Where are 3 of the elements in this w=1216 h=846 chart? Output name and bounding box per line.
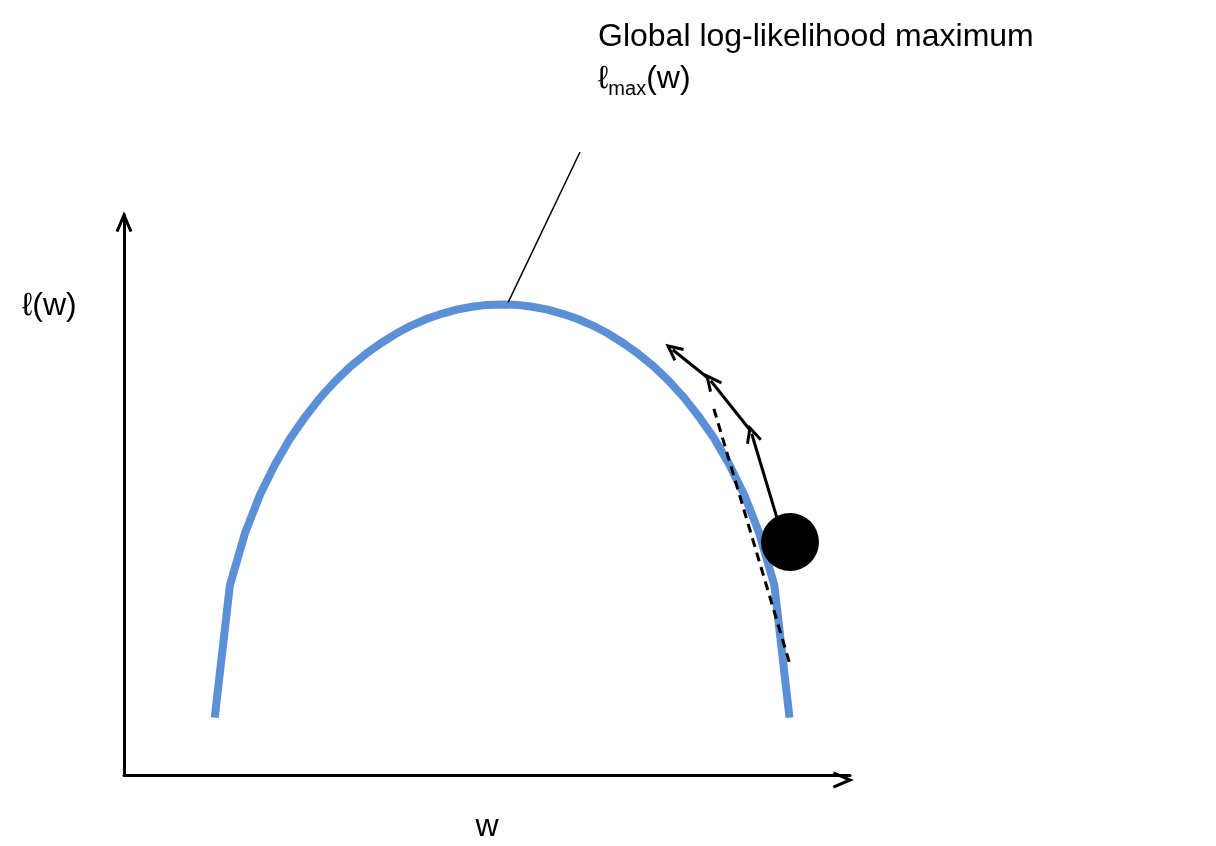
x-axis-title: w (474, 807, 500, 843)
text: Global log-likelihood maximum ℓ$_{max}$(w) (598, 16, 1034, 102)
y-axis-title: ℓ(w) (22, 286, 77, 322)
